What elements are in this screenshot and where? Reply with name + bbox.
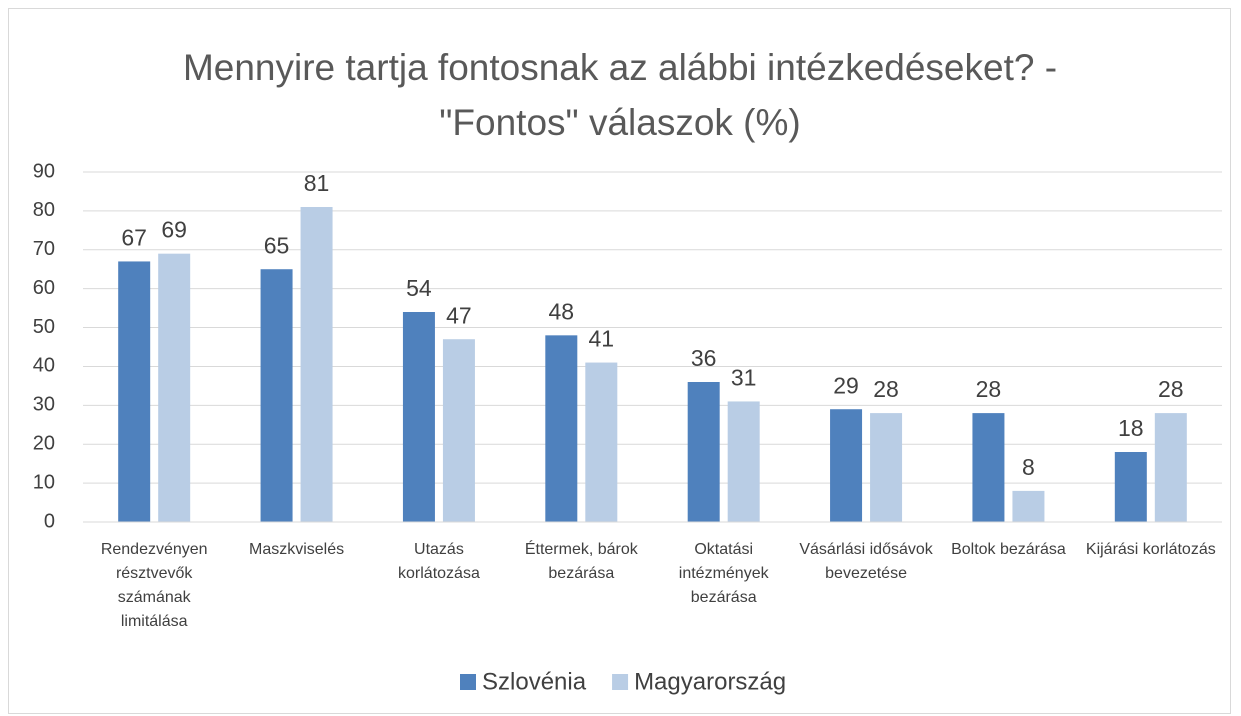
bar [585,362,618,522]
x-tick-label: Boltok bezárása [951,541,1066,558]
x-tick-label: Éttermek, bárok bezárása [524,541,638,582]
y-tick-label: 40 [33,355,55,377]
data-label: 48 [549,298,575,324]
legend-swatch [612,674,629,690]
bar [830,409,863,522]
chart-title: Mennyire tartja fontosnak az alábbi inté… [182,47,1058,143]
bar [870,413,903,522]
y-tick-label: 30 [33,394,55,416]
chart-frame [8,8,1231,714]
data-label: 28 [873,376,899,402]
bar [972,413,1005,522]
bar [260,269,293,522]
data-label: 81 [304,170,330,196]
legend-label: Magyarország [634,668,786,695]
bar [1114,452,1147,522]
bar [300,207,333,522]
y-tick-label: 90 [33,160,55,182]
x-tick-label: Maszkviselés [248,541,345,558]
x-tick-label: Utazás korlátozása [398,541,480,582]
y-tick-label: 20 [33,433,55,455]
bar [1012,490,1045,522]
data-label: 47 [446,302,472,328]
data-label: 41 [589,326,615,352]
bar [158,253,191,522]
x-tick-label: Vásárlási idősávok bevezetése [799,541,933,582]
y-tick-label: 60 [33,277,55,299]
data-label: 54 [406,275,432,301]
data-label: 31 [731,365,757,391]
data-label: 69 [161,217,187,243]
bar [402,312,435,522]
data-label: 36 [691,345,717,371]
data-label: 65 [264,232,290,258]
data-label: 28 [1158,376,1184,402]
bar [687,382,720,522]
legend-label: Szlovénia [482,668,587,695]
x-tick-label: Oktatási intézmények bezárása [678,541,769,606]
y-tick-label: 70 [33,238,55,260]
data-label: 67 [121,225,147,251]
y-tick-label: 80 [33,199,55,221]
y-tick-label: 0 [44,510,55,532]
data-label: 18 [1118,415,1144,441]
y-tick-label: 10 [33,471,55,493]
x-tick-label: Kijárási korlátozás [1085,541,1216,558]
bar [442,339,475,522]
data-label: 8 [1022,454,1035,480]
data-label: 29 [833,372,859,398]
data-label: 28 [976,376,1002,402]
bar [118,261,151,522]
legend-swatch [460,674,476,690]
bar [727,401,760,522]
bar [1154,413,1187,522]
bar [545,335,578,522]
x-tick-label: Rendezvényen résztvevők számának limitál… [100,541,208,630]
y-tick-label: 50 [33,316,55,338]
